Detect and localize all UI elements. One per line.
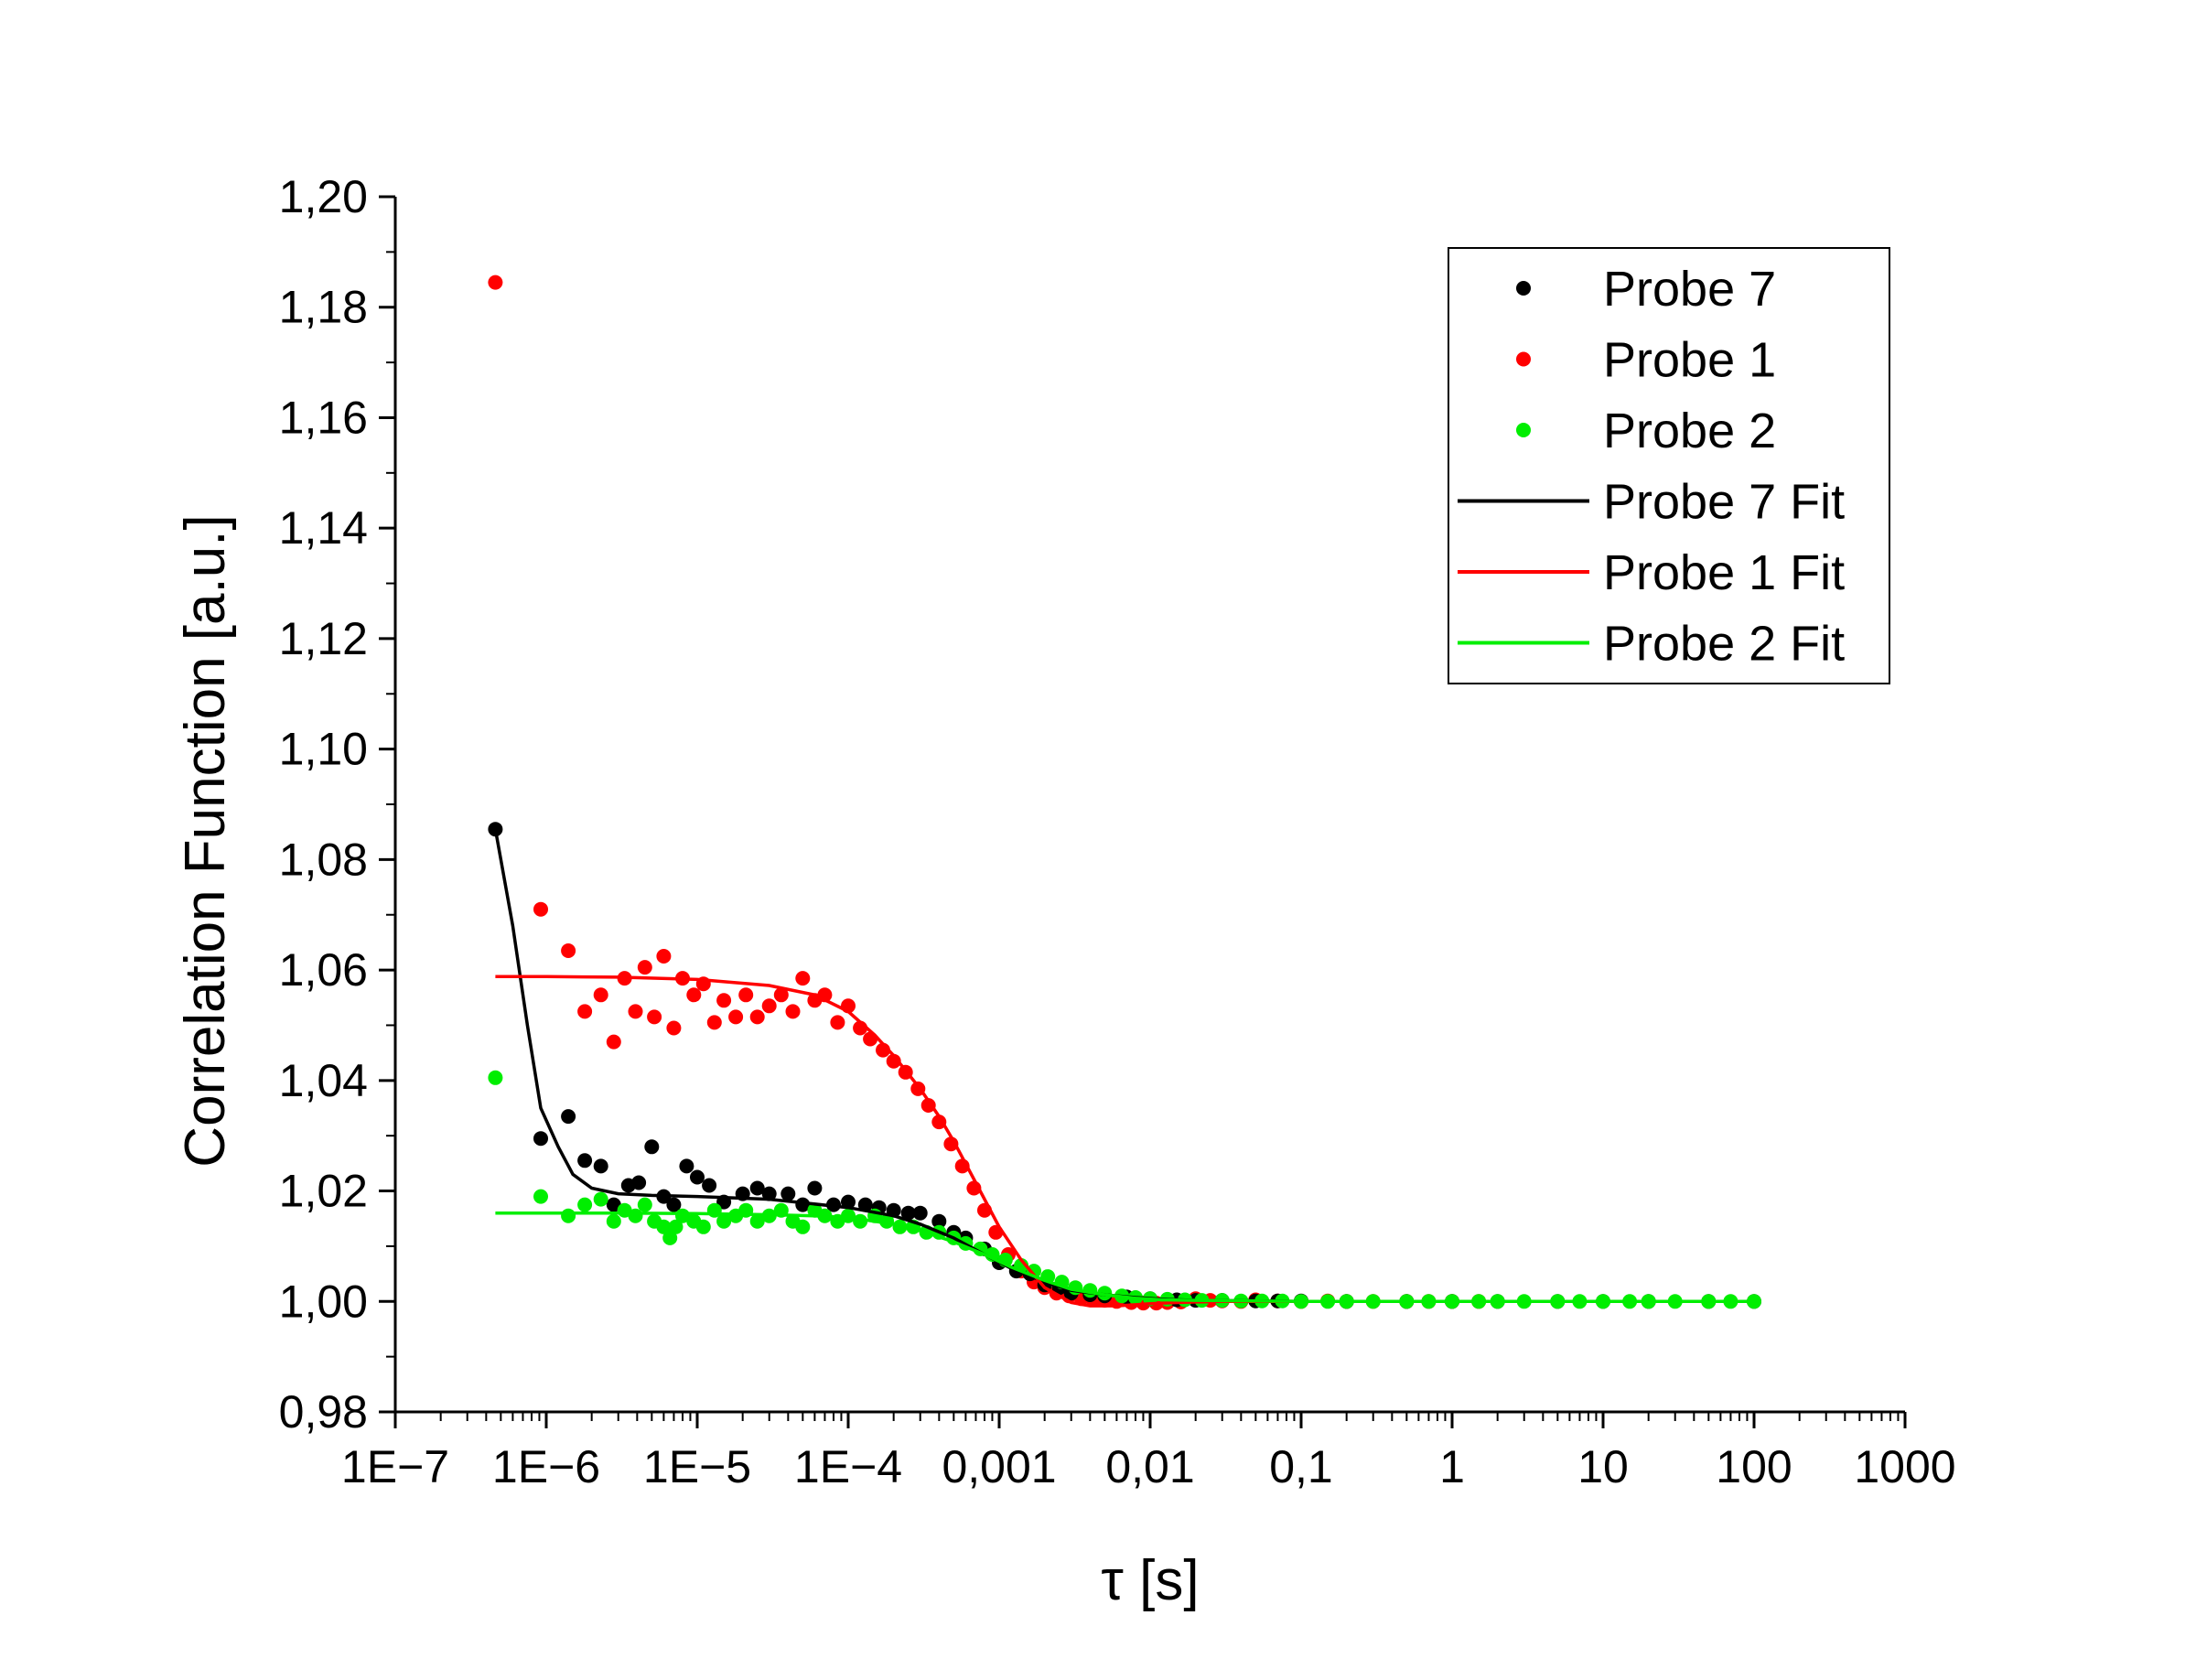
probe-7-point (679, 1158, 694, 1174)
probe-2-point (628, 1208, 643, 1223)
x-tick-label: 100 (1716, 1441, 1792, 1492)
fit-lines (493, 828, 1754, 1308)
probe-7-point (644, 1139, 660, 1155)
probe-1-point (830, 1015, 845, 1030)
probe-7-point (577, 1153, 593, 1168)
y-tick-label: 1,04 (279, 1055, 368, 1106)
probe-7-point (749, 1180, 765, 1196)
legend-label-probe-1: Probe 1 (1603, 333, 1776, 388)
probe-1-point (561, 943, 576, 958)
axis-ticks (379, 195, 1907, 1428)
probe-1-point (488, 275, 503, 290)
probe-2-point (1097, 1286, 1113, 1301)
probe-1-point (656, 949, 672, 964)
probe-1-point (761, 998, 777, 1014)
x-tick-label: 0,1 (1269, 1441, 1333, 1492)
probe-7-point (631, 1175, 647, 1190)
legend-label-probe-7: Probe 7 (1603, 262, 1776, 317)
probe-1-point (738, 987, 754, 1003)
probe-2-point (795, 1219, 811, 1234)
y-tick-label: 1,08 (279, 834, 368, 885)
probe-1-point (577, 1004, 593, 1019)
probe-2-point (637, 1197, 652, 1212)
y-tick-label: 1,02 (279, 1166, 368, 1217)
x-tick-label: 1E−7 (341, 1441, 449, 1492)
legend-box (1448, 247, 1890, 684)
probe-2-point (656, 1219, 672, 1234)
probe-7-point (561, 1109, 576, 1125)
x-tick-label: 1E−6 (492, 1441, 600, 1492)
probe-1-point (795, 971, 811, 986)
probe-1-point (628, 1004, 643, 1019)
y-axis-title: Correlation Function [a.u.] (174, 514, 237, 1167)
probe-1-point (647, 1009, 662, 1025)
probe-2-point (577, 1197, 593, 1212)
x-tick-label: 1 (1439, 1441, 1465, 1492)
x-tick-label: 0,01 (1105, 1441, 1194, 1492)
probe-1-point (716, 993, 732, 1008)
probe-2-point (488, 1070, 503, 1085)
probe-7-point (857, 1197, 873, 1212)
legend-label-probe-1-fit: Probe 1 Fit (1603, 545, 1845, 600)
y-tick-label: 1,20 (279, 171, 368, 222)
y-tick-label: 1,10 (279, 724, 368, 775)
x-tick-label: 10 (1577, 1441, 1629, 1492)
probe-1-point (637, 960, 652, 975)
legend-marker-probe-1 (1516, 351, 1531, 367)
legend-label-probe-2-fit: Probe 2 Fit (1603, 617, 1845, 672)
probe-1-point (886, 1053, 901, 1069)
legend-label-probe-2: Probe 2 (1603, 404, 1776, 458)
probe-2-point (662, 1230, 678, 1245)
probe-2-point (668, 1219, 684, 1234)
probe-1-point (606, 1034, 621, 1050)
probe-2-point (606, 1213, 621, 1229)
y-tick-label: 1,12 (279, 613, 368, 664)
x-tick-label: 1000 (1854, 1441, 1955, 1492)
x-tick-label: 1E−4 (794, 1441, 902, 1492)
probe-7-point (780, 1186, 796, 1201)
legend-label-probe-7-fit: Probe 7 Fit (1603, 475, 1845, 530)
probe-1-point (749, 1009, 765, 1025)
y-tick-label: 0,98 (279, 1386, 368, 1438)
probe-1-point (666, 1020, 682, 1036)
legend-marker-probe-7 (1516, 281, 1531, 296)
legend-marker-probe-2 (1516, 423, 1531, 437)
probe-7-point (807, 1180, 823, 1196)
x-tick-label: 1E−5 (643, 1441, 751, 1492)
probe-7-point (761, 1186, 777, 1201)
probe-1-point (593, 987, 608, 1003)
y-tick-label: 1,06 (279, 944, 368, 996)
probe-2-point (716, 1213, 732, 1229)
probe-1-point (706, 1015, 722, 1030)
probe-7-point (606, 1197, 621, 1212)
probe-2-fit-line (495, 1211, 1754, 1304)
probe-2-point (749, 1213, 765, 1229)
y-tick-label: 1,18 (279, 282, 368, 333)
y-tick-label: 1,14 (279, 502, 368, 554)
probe-1-point (533, 901, 548, 917)
legend: Probe 7 Probe 1 Probe 2 Probe 7 Fit Probe 1 … (1448, 247, 1890, 684)
y-tick-label: 1,00 (279, 1276, 368, 1327)
probe-1-point (728, 1009, 744, 1025)
probe-2-point (533, 1189, 548, 1204)
probe-7-point (593, 1158, 608, 1174)
x-axis-title: τ [s] (1101, 1549, 1199, 1612)
probe-7-point (666, 1197, 682, 1212)
probe-7-point (912, 1205, 928, 1221)
probe-7-point (900, 1205, 916, 1221)
y-tick-label: 1,16 (279, 392, 368, 443)
probe-1-point (773, 987, 789, 1003)
probe-2-point (593, 1191, 608, 1207)
probe-1-point (785, 1004, 801, 1019)
probe-2-point (561, 1208, 576, 1223)
probe-7-point (702, 1178, 717, 1193)
tick-labels: 1E−7 1E−6 1E−5 1E−4 0,001 0,01 0,1 1 10 100 1000 0,… (279, 171, 1956, 1492)
probe-7-point (690, 1169, 705, 1185)
probe-1-point (686, 987, 702, 1003)
x-tick-label: 0,001 (942, 1441, 1056, 1492)
probe-7-point (533, 1131, 548, 1147)
probe-7-point (931, 1213, 947, 1229)
probe-2-point (695, 1219, 711, 1234)
